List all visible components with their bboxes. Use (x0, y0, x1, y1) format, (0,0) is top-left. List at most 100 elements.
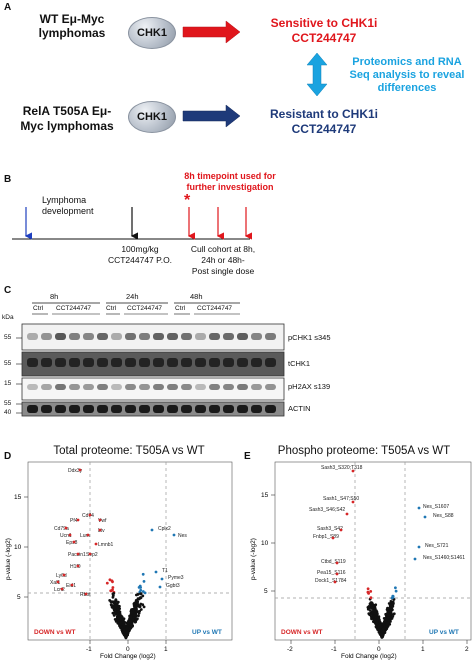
gene-label: Fnbp1_S89 (313, 534, 339, 540)
band-tchk1 (125, 358, 136, 367)
gene-label: Sash3_S46;S42 (309, 507, 345, 513)
marker-label-4: 55 (4, 400, 12, 407)
d-ytick-label-3: 15 (14, 494, 22, 501)
e-ytick-label-2: 10 (261, 540, 269, 547)
dose-line-2: CCT244747 P.O. (107, 255, 173, 265)
volcano-point (138, 604, 141, 607)
volcano-point (389, 600, 393, 603)
volcano-point (122, 622, 126, 626)
gene-label: Nes_S721 (425, 543, 449, 549)
band-tchk1 (223, 358, 234, 367)
group-label-3: Ctrl (106, 305, 117, 312)
marker-label-2: 55 (4, 360, 12, 367)
band-pchk1 (139, 333, 150, 340)
volcano-point (133, 613, 137, 617)
band-ph2ax (27, 384, 38, 390)
gene-label: Eps8 (66, 540, 78, 546)
volcano-point (373, 618, 377, 622)
band-ph2ax (41, 384, 52, 390)
band-tchk1 (167, 358, 178, 367)
band-ph2ax (97, 384, 108, 390)
band-tchk1 (237, 358, 248, 367)
red-arrow (182, 20, 241, 44)
volcano-point (116, 612, 119, 615)
band-actin (237, 405, 248, 413)
volcano-point (388, 609, 392, 613)
band-pchk1 (83, 333, 94, 340)
band-pchk1 (209, 333, 220, 340)
panel-c-letter: C (4, 285, 12, 296)
gene-point (351, 469, 355, 473)
gene-label: Lcn2 (54, 587, 65, 593)
volcano-point (108, 578, 112, 582)
dose-line-1: 100mg/kg (121, 244, 159, 254)
band-ph2ax (237, 384, 248, 390)
band-ph2ax (195, 384, 206, 390)
e-xtick-label-4: 1 (421, 646, 425, 653)
marker-label-1: 55 (4, 334, 12, 341)
timepoint-label: 8h timepoint used for further investigat… (175, 171, 285, 193)
band-pchk1 (195, 333, 206, 340)
band-tchk1 (69, 358, 80, 367)
volcano-point (380, 633, 384, 637)
volcano-point (375, 625, 379, 628)
gene-point (333, 580, 337, 584)
gene-point (62, 573, 66, 577)
volcano-point (137, 586, 141, 589)
volcano-point (109, 603, 113, 606)
volcano-point (369, 601, 373, 605)
band-tchk1 (55, 358, 66, 367)
volcano-point (368, 609, 372, 612)
band-tchk1 (27, 358, 38, 367)
group-label-5: Ctrl (175, 305, 186, 312)
gene-point (335, 572, 339, 576)
volcano-point (111, 611, 115, 615)
volcano-point (392, 598, 396, 601)
volcano-point (120, 628, 124, 632)
volcano-point (136, 593, 140, 596)
gene-point (423, 515, 427, 519)
panel-a-letter: A (4, 2, 12, 13)
gene-point (417, 506, 421, 510)
band-pchk1 (265, 333, 276, 340)
volcano-point (112, 609, 116, 612)
volcano-point (369, 590, 373, 593)
volcano-point (111, 592, 115, 596)
band-ph2ax (251, 384, 262, 390)
band-actin (153, 405, 164, 413)
band-tchk1 (97, 358, 108, 367)
timepoint-star: * (184, 192, 191, 209)
band-ph2ax (55, 384, 66, 390)
sensitive-line-1: Sensitive to CHK1i (270, 16, 378, 30)
band-actin (139, 405, 150, 413)
gene-label: Pea15_S116 (317, 570, 346, 576)
band-ph2ax (111, 384, 122, 390)
gene-point (172, 533, 176, 537)
gene-point (154, 570, 158, 574)
gene-label: Ctbd_S119 (321, 559, 346, 565)
time-label-24h: 24h (126, 292, 139, 301)
d-xtick-label-3: 1 (164, 646, 168, 653)
group-label-6: CCT244747 (197, 305, 233, 312)
band-tchk1 (83, 358, 94, 367)
band-actin (41, 405, 52, 413)
gene-point (60, 587, 64, 591)
volcano-point (139, 596, 143, 600)
band-pchk1 (167, 333, 178, 340)
lymphoma-development-label: Lymphoma development (42, 195, 94, 217)
gene-point (158, 585, 162, 589)
gene-label: Sep2 (86, 552, 98, 558)
panel-a-arrows (182, 20, 328, 128)
gene-label: Nes_S1607 (423, 504, 449, 510)
volcano-point (394, 586, 397, 590)
gene-point (335, 561, 339, 565)
d-up-label: UP vs WT (192, 629, 222, 636)
rela-lymphoma-label: RelA T505A Eμ- Myc lymphomas (8, 104, 126, 134)
gene-label: Nes_S1460;S1461 (423, 555, 465, 561)
band-pchk1 (153, 333, 164, 340)
gene-label: Pyme3 (168, 575, 184, 581)
volcano-point (125, 627, 128, 630)
volcano-point (370, 606, 374, 610)
volcano-point (117, 616, 121, 620)
double-arrow (306, 52, 328, 97)
